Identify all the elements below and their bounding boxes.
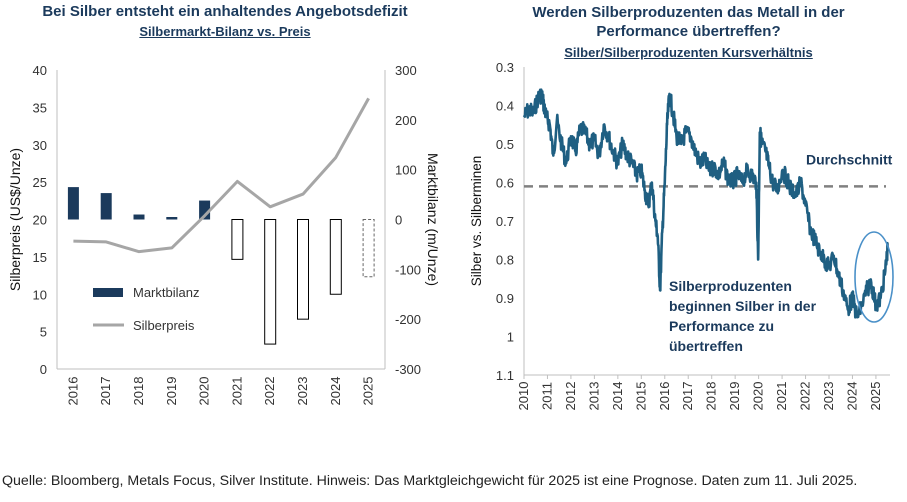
right-chart-y-tick-label: 0.4: [496, 99, 514, 114]
line-silver-vs-miners-ratio: [522, 88, 889, 319]
right-chart-x-tick-label: 2010: [516, 382, 531, 411]
right-y-tick-label: 100: [395, 163, 417, 178]
left-y-tick-label: 0: [40, 362, 47, 377]
right-chart-y-tick-label: 1.1: [496, 368, 514, 383]
annotation-line: übertreffen: [669, 338, 743, 354]
charts-canvas: 0510152025303540-300-200-100010020030020…: [7, 60, 894, 411]
x-tick-label: 2020: [197, 377, 212, 406]
right-chart-x-tick-label: 2011: [539, 382, 554, 410]
right-chart-y-tick-label: 1: [507, 330, 514, 345]
right-y-tick-label: 0: [395, 213, 402, 228]
bar-marktbilanz-forecast: [362, 219, 375, 278]
source-footer: Quelle: Bloomberg, Metals Focus, Silver …: [2, 473, 858, 489]
right-chart-x-tick-label: 2024: [844, 382, 859, 411]
right-chart-y-tick-label: 0.6: [496, 176, 514, 191]
left-y-tick-label: 15: [33, 250, 47, 265]
legend-marktbilanz-label: Marktbilanz: [133, 285, 199, 300]
right-chart-x-tick-label: 2012: [563, 382, 578, 411]
right-chart-title-line1: Werden Silberproduzenten das Metall in d…: [532, 4, 845, 21]
x-tick-label: 2023: [295, 377, 310, 406]
right-chart-x-tick-label: 2014: [610, 382, 625, 411]
right-y-axis-title: Marktbilanz (m/Unze): [425, 153, 441, 286]
annotation-line: beginnen Silber in der: [669, 298, 817, 314]
left-y-tick-label: 20: [33, 213, 47, 228]
left-y-tick-label: 10: [33, 287, 47, 302]
bar-marktbilanz: [329, 219, 342, 295]
right-chart-x-tick-label: 2015: [633, 382, 648, 411]
x-tick-label: 2019: [164, 377, 179, 406]
x-tick-label: 2024: [328, 377, 343, 406]
right-chart-x-tick-label: 2023: [821, 382, 836, 411]
left-y-tick-label: 35: [33, 100, 47, 115]
bar-marktbilanz: [100, 193, 112, 220]
left-y-tick-label: 30: [33, 138, 47, 153]
annotation-line: Silberproduzenten: [669, 278, 792, 294]
right-y-tick-label: -200: [395, 312, 421, 327]
left-chart-title: Bei Silber entsteht ein anhaltendes Ange…: [42, 3, 408, 20]
right-y-tick-label: -300: [395, 362, 421, 377]
right-chart-y-axis-title: Silber vs. Silberminen: [469, 156, 484, 287]
highlight-ellipse: [854, 231, 894, 323]
left-chart-subtitle: Silbermarkt-Bilanz vs. Preis: [139, 24, 311, 39]
right-chart-x-tick-label: 2018: [704, 382, 719, 411]
right-chart-x-tick-label: 2013: [586, 382, 601, 411]
bar-marktbilanz: [264, 219, 277, 345]
left-y-axis-title: Silberpreis (US$/Unze): [7, 148, 23, 291]
right-chart-y-tick-label: 0.7: [496, 214, 514, 229]
x-tick-label: 2021: [229, 377, 244, 406]
legend-marktbilanz-swatch: [93, 288, 123, 297]
annotation-line: Performance zu: [669, 318, 774, 334]
right-chart-title: Werden Silberproduzenten das Metall in d…: [470, 3, 907, 41]
left-y-tick-label: 25: [33, 175, 47, 190]
right-y-tick-label: 200: [395, 113, 417, 128]
average-label: Durchschnitt: [806, 151, 893, 167]
right-chart-title-line2: Performance übertreffen?: [596, 23, 781, 40]
right-chart-y-tick-label: 0.9: [496, 291, 514, 306]
legend-silberpreis-label: Silberpreis: [133, 318, 195, 333]
x-tick-label: 2017: [98, 377, 113, 406]
bar-marktbilanz: [67, 187, 79, 220]
x-tick-label: 2022: [262, 377, 277, 406]
line-silberpreis: [73, 97, 370, 254]
right-y-tick-label: -100: [395, 262, 421, 277]
x-tick-label: 2025: [361, 377, 376, 406]
right-chart-y-tick-label: 0.8: [496, 253, 514, 268]
right-chart-x-tick-label: 2025: [868, 382, 883, 411]
bar-marktbilanz: [297, 219, 309, 320]
x-tick-label: 2018: [131, 377, 146, 406]
right-chart-subtitle: Silber/Silberproduzenten Kursverhältnis: [564, 45, 813, 60]
right-chart-x-tick-label: 2017: [680, 382, 695, 411]
right-chart-x-tick-label: 2022: [798, 382, 813, 411]
left-y-tick-label: 5: [40, 325, 47, 340]
right-chart-x-tick-label: 2019: [727, 382, 742, 411]
right-chart-y-tick-label: 0.5: [496, 137, 514, 152]
x-tick-label: 2016: [65, 377, 80, 406]
right-chart-x-tick-label: 2021: [774, 382, 789, 411]
right-chart-y-tick-label: 0.3: [496, 60, 514, 75]
right-y-tick-label: 300: [395, 63, 417, 78]
bar-marktbilanz: [231, 219, 244, 260]
bar-marktbilanz: [199, 200, 211, 220]
right-chart-x-tick-label: 2016: [657, 382, 672, 411]
left-y-tick-label: 40: [33, 63, 47, 78]
right-chart-x-tick-label: 2020: [751, 382, 766, 411]
bar-marktbilanz: [166, 217, 178, 220]
bar-marktbilanz: [133, 214, 145, 220]
